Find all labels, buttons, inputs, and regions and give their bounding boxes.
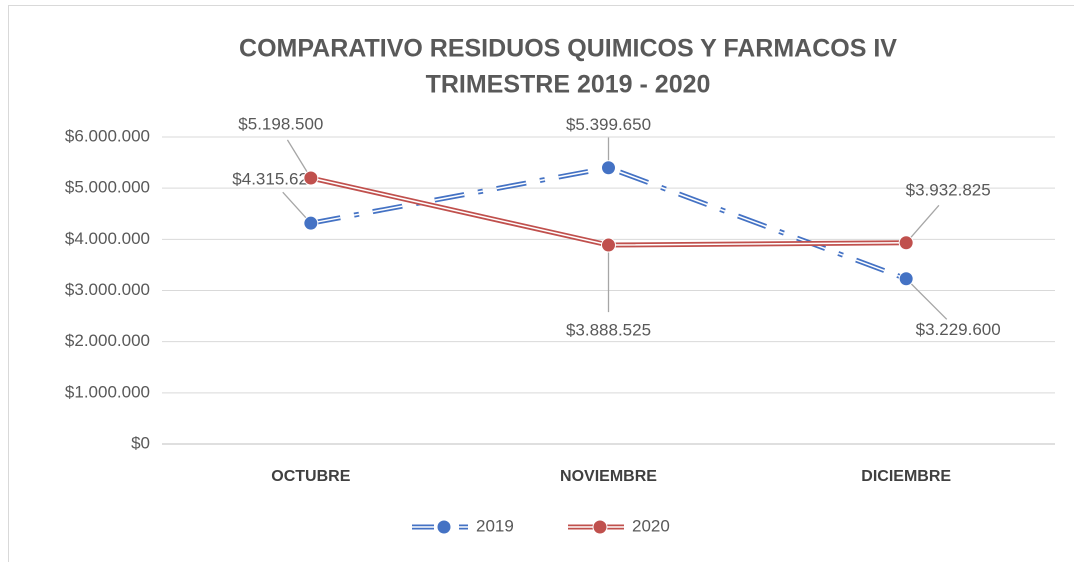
chart-title: TRIMESTRE 2019 - 2020 bbox=[426, 71, 711, 99]
data-label: $3.229.600 bbox=[916, 320, 1001, 339]
y-tick-label: $2.000.000 bbox=[65, 331, 150, 350]
marker bbox=[602, 161, 616, 175]
x-tick-label: NOVIEMBRE bbox=[560, 468, 657, 485]
y-tick-label: $5.000.000 bbox=[65, 178, 150, 197]
y-tick-label: $4.000.000 bbox=[65, 229, 150, 248]
legend-marker bbox=[593, 520, 607, 534]
data-label: $3.932.825 bbox=[906, 180, 991, 199]
marker bbox=[304, 216, 318, 230]
y-tick-label: $1.000.000 bbox=[65, 382, 150, 401]
x-tick-label: OCTUBRE bbox=[271, 468, 350, 485]
y-tick-label: $0 bbox=[131, 433, 150, 452]
legend-marker bbox=[437, 520, 451, 534]
marker bbox=[304, 171, 318, 185]
marker bbox=[602, 238, 616, 252]
marker bbox=[899, 272, 913, 286]
data-label: $5.399.650 bbox=[566, 115, 651, 134]
legend-label: 2020 bbox=[632, 516, 670, 535]
y-tick-label: $6.000.000 bbox=[65, 126, 150, 145]
marker bbox=[899, 236, 913, 250]
data-label: $3.888.525 bbox=[566, 321, 651, 340]
data-label: $5.198.500 bbox=[238, 114, 323, 133]
x-tick-label: DICIEMBRE bbox=[861, 468, 951, 485]
legend-label: 2019 bbox=[476, 516, 514, 535]
chart-title: COMPARATIVO RESIDUOS QUIMICOS Y FARMACOS… bbox=[239, 35, 897, 63]
y-tick-label: $3.000.000 bbox=[65, 280, 150, 299]
